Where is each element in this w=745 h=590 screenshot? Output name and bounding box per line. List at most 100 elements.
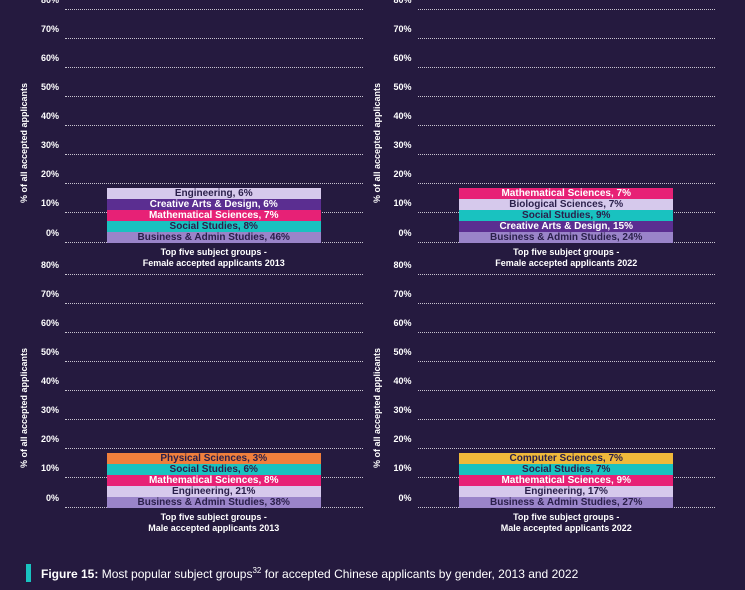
gridline: [65, 183, 363, 184]
segment-label: Social Studies, 7%: [522, 464, 610, 475]
ytick-label: 60%: [41, 53, 59, 63]
ytick-label: 30%: [41, 405, 59, 415]
yaxis-label: % of all accepted applicants: [19, 53, 29, 233]
panel-subtitle: Top five subject groups - Female accepte…: [65, 247, 363, 276]
bar-segment: Social Studies, 7%: [459, 464, 673, 475]
segment-label: Creative Arts & Design, 15%: [499, 221, 633, 232]
segment-label: Physical Sciences, 3%: [160, 453, 267, 464]
panel-f2022: % of all accepted applicants 0%10%20%30%…: [373, 10, 726, 275]
ytick-label: 0%: [398, 228, 411, 238]
panel-m2022: % of all accepted applicants 0%10%20%30%…: [373, 275, 726, 540]
segment-label: Mathematical Sciences, 8%: [149, 475, 279, 486]
ytick-label: 40%: [393, 111, 411, 121]
gridline: [65, 390, 363, 391]
gridline: [65, 9, 363, 10]
ytick-label: 40%: [41, 376, 59, 386]
ytick-label: 80%: [393, 0, 411, 5]
panel-f2013: % of all accepted applicants 0%10%20%30%…: [20, 10, 373, 275]
bar-segment: Mathematical Sciences, 7%: [459, 188, 673, 199]
gridline: [418, 183, 716, 184]
caption-part2: for accepted Chinese applicants by gende…: [261, 567, 578, 581]
segment-label: Engineering, 17%: [525, 486, 608, 497]
ytick-label: 70%: [41, 289, 59, 299]
ytick-label: 20%: [393, 169, 411, 179]
ytick-label: 20%: [393, 434, 411, 444]
chart-grid: % of all accepted applicants 0%10%20%30%…: [0, 0, 745, 540]
ytick-label: 30%: [41, 140, 59, 150]
figure-label: Figure 15:: [41, 567, 98, 581]
ytick-label: 0%: [46, 493, 59, 503]
gridline: [65, 154, 363, 155]
gridline: [418, 125, 716, 126]
plot-area: 0%10%20%30%40%50%60%70%80%Physical Scien…: [65, 275, 363, 508]
bar-segment: Engineering, 17%: [459, 486, 673, 497]
segment-label: Business & Admin Studies, 27%: [490, 497, 642, 508]
segment-label: Business & Admin Studies, 24%: [490, 232, 642, 243]
gridline: [65, 96, 363, 97]
ytick-label: 10%: [393, 198, 411, 208]
stacked-bar: Mathematical Sciences, 7%Biological Scie…: [459, 188, 673, 243]
bar-segment: Mathematical Sciences, 9%: [459, 475, 673, 486]
ytick-label: 70%: [41, 24, 59, 34]
bar-segment: Computer Sciences, 7%: [459, 453, 673, 464]
subtitle-line2: Female accepted applicants 2013: [143, 258, 285, 268]
ytick-label: 50%: [41, 82, 59, 92]
gridline: [65, 448, 363, 449]
caption-text: Figure 15: Most popular subject groups32…: [41, 566, 578, 581]
ytick-label: 30%: [393, 140, 411, 150]
stacked-bar: Engineering, 6%Creative Arts & Design, 6…: [107, 188, 321, 243]
segment-label: Business & Admin Studies, 46%: [138, 232, 290, 243]
ytick-label: 80%: [41, 260, 59, 270]
ytick-label: 60%: [41, 318, 59, 328]
segment-label: Mathematical Sciences, 7%: [501, 188, 631, 199]
gridline: [418, 332, 716, 333]
bar-segment: Social Studies, 8%: [107, 221, 321, 232]
plot-area: 0%10%20%30%40%50%60%70%80%Computer Scien…: [418, 275, 716, 508]
stacked-bar: Physical Sciences, 3%Social Studies, 6%M…: [107, 453, 321, 508]
gridline: [418, 154, 716, 155]
ytick-label: 70%: [393, 24, 411, 34]
ytick-label: 0%: [398, 493, 411, 503]
bar-segment: Business & Admin Studies, 46%: [107, 232, 321, 243]
gridline: [65, 303, 363, 304]
ytick-label: 40%: [393, 376, 411, 386]
subtitle-line2: Female accepted applicants 2022: [495, 258, 637, 268]
bar-segment: Mathematical Sciences, 7%: [107, 210, 321, 221]
caption-accent-bar: [26, 564, 31, 582]
bar-segment: Engineering, 6%: [107, 188, 321, 199]
gridline: [418, 67, 716, 68]
segment-label: Creative Arts & Design, 6%: [150, 199, 278, 210]
segment-label: Social Studies, 8%: [170, 221, 258, 232]
ytick-label: 20%: [41, 169, 59, 179]
panel-subtitle: Top five subject groups - Female accepte…: [418, 247, 716, 276]
yaxis-label: % of all accepted applicants: [19, 318, 29, 498]
segment-label: Social Studies, 6%: [170, 464, 258, 475]
bar-segment: Biological Sciences, 7%: [459, 199, 673, 210]
bar-segment: Engineering, 21%: [107, 486, 321, 497]
subtitle-line2: Male accepted applicants 2022: [501, 523, 632, 533]
bar-segment: Creative Arts & Design, 15%: [459, 221, 673, 232]
gridline: [418, 303, 716, 304]
ytick-label: 60%: [393, 318, 411, 328]
caption-part1: Most popular subject groups: [102, 567, 253, 581]
gridline: [65, 274, 363, 275]
segment-label: Business & Admin Studies, 38%: [138, 497, 290, 508]
ytick-label: 20%: [41, 434, 59, 444]
gridline: [418, 96, 716, 97]
subtitle-line1: Top five subject groups -: [161, 512, 267, 522]
bar-segment: Business & Admin Studies, 27%: [459, 497, 673, 508]
ytick-label: 10%: [393, 463, 411, 473]
panel-subtitle: Top five subject groups - Male accepted …: [65, 512, 363, 541]
bar-segment: Social Studies, 6%: [107, 464, 321, 475]
segment-label: Computer Sciences, 7%: [510, 453, 623, 464]
segment-label: Engineering, 21%: [172, 486, 255, 497]
bar-segment: Physical Sciences, 3%: [107, 453, 321, 464]
segment-label: Social Studies, 9%: [522, 210, 610, 221]
panel-m2013: % of all accepted applicants 0%10%20%30%…: [20, 275, 373, 540]
segment-label: Mathematical Sciences, 9%: [501, 475, 631, 486]
gridline: [418, 390, 716, 391]
ytick-label: 70%: [393, 289, 411, 299]
bar-segment: Social Studies, 9%: [459, 210, 673, 221]
ytick-label: 60%: [393, 53, 411, 63]
plot-area: 0%10%20%30%40%50%60%70%80%Engineering, 6…: [65, 10, 363, 243]
